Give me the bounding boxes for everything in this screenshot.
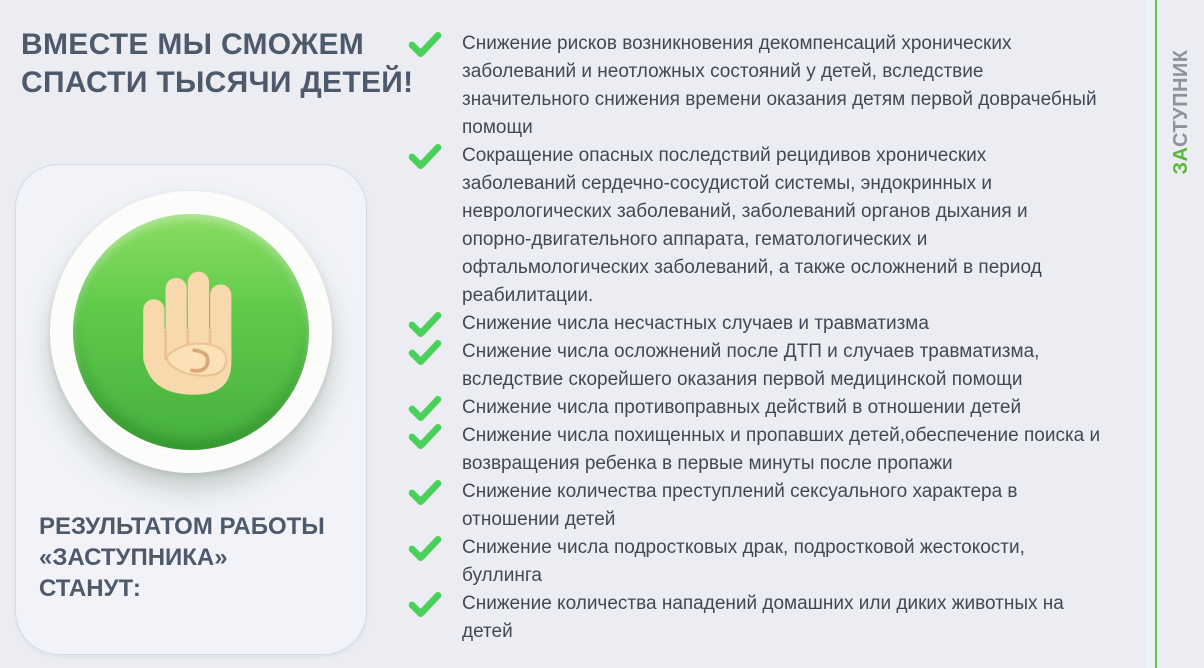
info-card: РЕЗУЛЬТАТОМ РАБОТЫ «ЗАСТУПНИКА» СТАНУТ: [15,164,367,655]
caption-line-1: РЕЗУЛЬТАТОМ РАБОТЫ [39,513,325,540]
result-item: Сокращение опасных последствий рецидивов… [408,142,1102,310]
check-icon [408,592,442,617]
title-line-2: СПАСТИ ТЫСЯЧИ ДЕТЕЙ! [21,66,414,99]
brand-logo-vertical: ЗАСТУПНИК [1170,32,1196,192]
result-item: Снижение числа похищенных и пропавших де… [408,422,1102,478]
caption-line-2: «ЗАСТУПНИКА» [39,544,228,571]
result-text: Снижение числа несчастных случаев и трав… [462,313,929,334]
check-icon [408,144,442,169]
check-icon [408,312,442,337]
check-icon [408,340,442,365]
result-item: Снижение числа подростковых драк, подрос… [408,534,1102,590]
green-disc [73,214,309,450]
page-title: ВМЕСТЕ МЫ СМОЖЕМ СПАСТИ ТЫСЯЧИ ДЕТЕЙ! [21,26,413,102]
result-text: Сокращение опасных последствий рецидивов… [462,145,1042,306]
edge-accent-line [1155,0,1157,668]
result-item: Снижение количества нападений домашних и… [408,590,1102,646]
result-text: Снижение числа противоправных действий в… [462,397,1022,418]
results-list: Снижение рисков возникновения декомпенса… [408,30,1108,646]
logo-prefix: ЗА [1170,147,1192,175]
result-text: Снижение количества нападений домашних и… [462,593,1064,642]
raised-hand-icon [132,261,250,404]
check-icon [408,480,442,505]
result-text: Снижение числа осложнений после ДТП и сл… [462,341,1040,390]
result-item: Снижение числа осложнений после ДТП и сл… [408,338,1102,394]
logo-suffix: СТУПНИК [1170,49,1192,148]
title-line-1: ВМЕСТЕ МЫ СМОЖЕМ [21,28,365,61]
hand-button [50,191,332,473]
result-text: Снижение числа похищенных и пропавших де… [462,425,1101,474]
check-icon [408,31,442,57]
result-item: Снижение рисков возникновения декомпенса… [408,30,1102,142]
result-item: Снижение количества преступлений сексуал… [408,478,1102,534]
result-text: Снижение числа подростковых драк, подрос… [462,537,1025,586]
result-text: Снижение количества преступлений сексуал… [462,481,1018,530]
check-icon [408,396,442,421]
result-item: Снижение числа противоправных действий в… [408,394,1102,422]
check-icon [408,536,442,561]
check-icon [408,424,442,449]
result-item: Снижение числа несчастных случаев и трав… [408,310,1102,338]
result-text: Снижение рисков возникновения декомпенса… [462,33,1097,138]
caption-line-3: СТАНУТ: [39,575,141,602]
card-caption: РЕЗУЛЬТАТОМ РАБОТЫ «ЗАСТУПНИКА» СТАНУТ: [39,511,325,604]
edge-accent-band [1146,0,1155,668]
